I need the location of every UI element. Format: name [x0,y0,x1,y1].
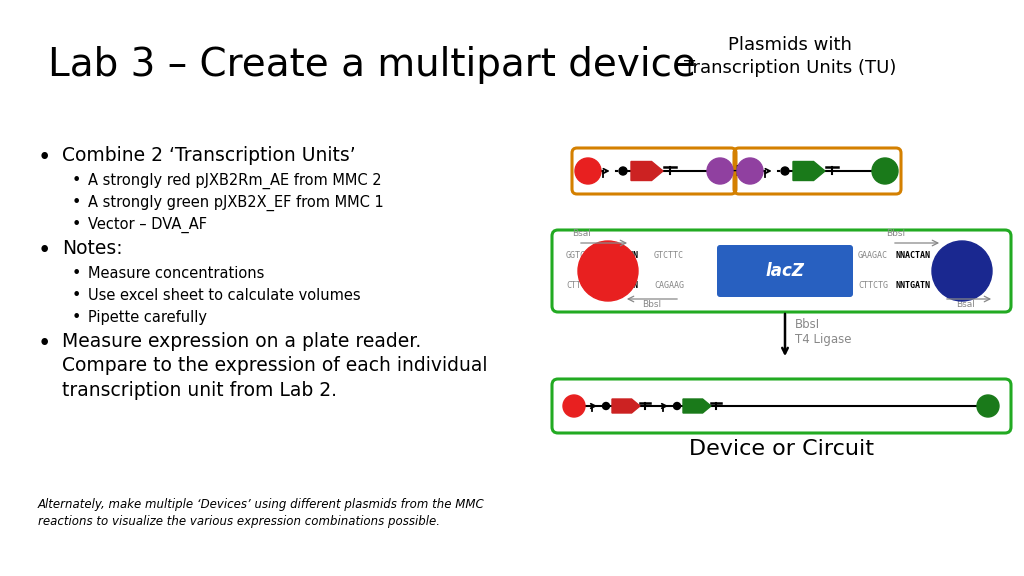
Circle shape [578,241,638,301]
Text: •: • [72,288,81,303]
Text: GAGACC: GAGACC [946,252,976,260]
Polygon shape [793,161,825,180]
Circle shape [737,158,763,184]
Text: NNTGATN: NNTGATN [896,282,931,290]
Polygon shape [612,399,640,413]
Polygon shape [683,399,711,413]
Circle shape [602,403,609,410]
Text: •: • [38,239,51,262]
Text: Notes:: Notes: [62,239,123,258]
Circle shape [618,167,627,175]
Text: +: + [729,162,744,180]
Text: •: • [72,173,81,188]
Text: lacZ: lacZ [766,262,805,280]
Text: Lab 3 – Create a multipart device: Lab 3 – Create a multipart device [48,46,696,84]
Text: A strongly green pJXB2X_EF from MMC 1: A strongly green pJXB2X_EF from MMC 1 [88,195,384,211]
Text: CTTCTG: CTTCTG [858,282,888,290]
Text: NCTCCNN: NCTCCNN [604,282,639,290]
Text: •: • [72,195,81,210]
Text: CTCTGG: CTCTGG [946,282,976,290]
Text: CAGAAG: CAGAAG [654,282,684,290]
Text: •: • [72,266,81,281]
Text: Use excel sheet to calculate volumes: Use excel sheet to calculate volumes [88,288,360,303]
FancyBboxPatch shape [717,245,853,297]
Circle shape [872,158,898,184]
Text: BbsI: BbsI [642,300,662,309]
Circle shape [563,395,585,417]
Text: NGAGGNN: NGAGGNN [604,252,639,260]
Text: •: • [38,146,51,169]
Text: Plasmids with
Transcription Units (TU): Plasmids with Transcription Units (TU) [684,36,896,77]
Text: A strongly red pJXB2Rm_AE from MMC 2: A strongly red pJXB2Rm_AE from MMC 2 [88,173,382,189]
Text: BbsI: BbsI [886,229,905,238]
Text: BsaI: BsaI [572,229,591,238]
Circle shape [932,241,992,301]
Text: Vector – DVA_AF: Vector – DVA_AF [88,217,207,233]
Circle shape [674,403,681,410]
Circle shape [781,167,790,175]
Circle shape [977,395,999,417]
Text: GTCTTC: GTCTTC [654,252,684,260]
Text: •: • [72,310,81,325]
Text: NNACTAN: NNACTAN [896,252,931,260]
Text: Pipette carefully: Pipette carefully [88,310,207,325]
Polygon shape [631,161,663,180]
Text: BsaI: BsaI [956,300,975,309]
Text: Alternately, make multiple ‘Devices’ using different plasmids from the MMC
react: Alternately, make multiple ‘Devices’ usi… [38,498,484,528]
Text: BbsI
T4 Ligase: BbsI T4 Ligase [795,317,852,347]
Text: CTTCTG: CTTCTG [566,282,596,290]
Text: Measure expression on a plate reader.
Compare to the expression of each individu: Measure expression on a plate reader. Co… [62,332,487,400]
Circle shape [575,158,601,184]
Text: •: • [38,332,51,355]
Circle shape [707,158,733,184]
Text: •: • [72,217,81,232]
Text: GGTCTC: GGTCTC [566,252,596,260]
Text: Measure concentrations: Measure concentrations [88,266,264,281]
Text: Combine 2 ‘Transcription Units’: Combine 2 ‘Transcription Units’ [62,146,355,165]
Text: Device or Circuit: Device or Circuit [689,439,874,459]
Text: GAAGAC: GAAGAC [858,252,888,260]
